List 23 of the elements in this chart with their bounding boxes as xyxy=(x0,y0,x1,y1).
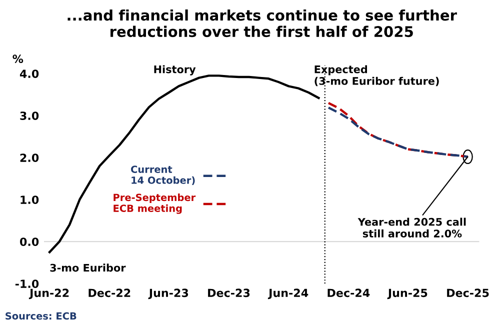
x-tick-label: Jun-25 xyxy=(387,288,428,300)
annotation: Year-end 2025 call still around 2.0% xyxy=(358,218,466,238)
y-tick-label: 1.0 xyxy=(20,196,39,204)
annotation: 3-mo Euribor xyxy=(50,264,126,272)
x-tick-label: Dec-23 xyxy=(208,288,250,298)
y-tick-label: 2.0 xyxy=(20,154,39,162)
legend-label: Pre-September ECB meeting xyxy=(114,194,196,214)
y-tick-label: 0.0 xyxy=(20,238,39,246)
y-axis-title: % xyxy=(12,54,24,64)
y-tick-label: -1.0 xyxy=(15,280,39,288)
x-tick-label: Dec-22 xyxy=(88,288,130,298)
x-tick-label: Jun-22 xyxy=(28,288,69,300)
y-tick-label: 3.0 xyxy=(20,112,39,120)
x-tick-label: Dec-25 xyxy=(447,288,489,298)
y-tick-label: 4.0 xyxy=(20,70,39,78)
annotation: History xyxy=(154,65,196,76)
x-tick-label: Jun-23 xyxy=(148,288,188,300)
source-note: Sources: ECB xyxy=(6,312,76,320)
annotation: Expected (3-mo Euribor future) xyxy=(314,65,439,86)
chart-title: ...and financial markets continue to see further reductions over the first half of 2025 xyxy=(68,9,457,38)
legend-label: Current 14 October) xyxy=(131,166,195,186)
x-tick-label: Jun-24 xyxy=(268,288,308,300)
x-tick-label: Dec-24 xyxy=(328,288,370,298)
